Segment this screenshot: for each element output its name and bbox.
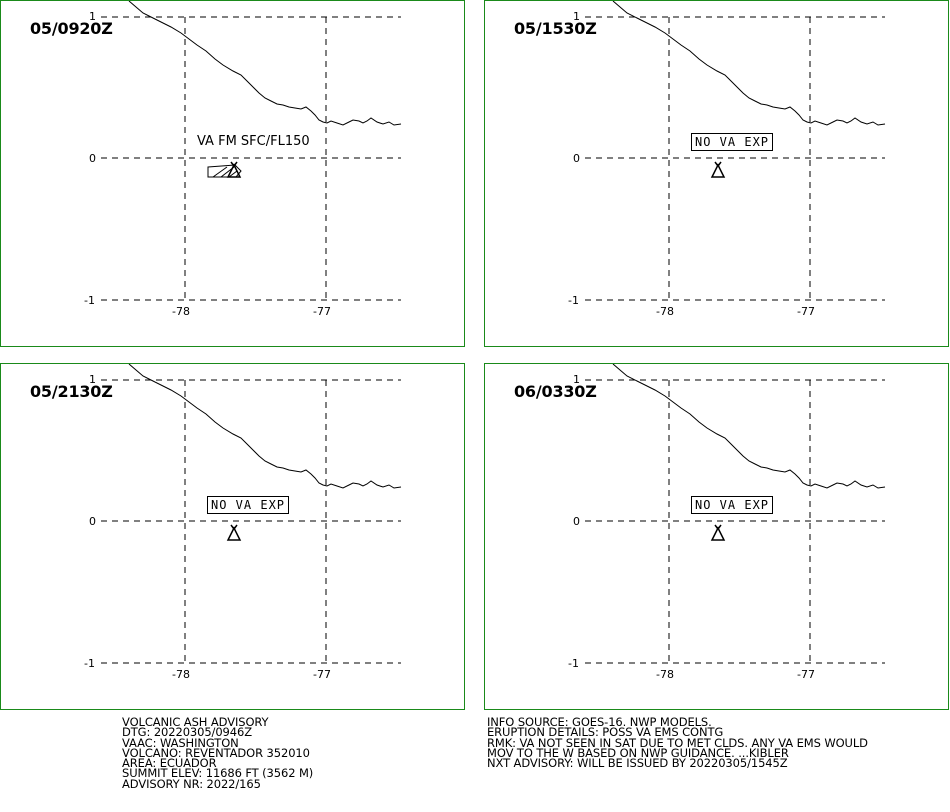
coastline [128,364,402,489]
advisory-line: NXT ADVISORY: WILL BE ISSUED BY 20220305… [487,756,788,771]
advisory-line: ERUPTION DETAILS: POSS VA EMS CONTG [487,725,724,740]
valid-time: 05/2130Z [30,382,113,401]
advisory-line: ADVISORY NR: 2022/165 [122,776,261,791]
forecast-panel-1530: 05/1530Z 1 0 -1 -78 -77 NO VA EXP [484,0,949,347]
volcano-triangle-icon [710,524,726,541]
lon-tick-label: -77 [797,668,815,681]
lat-tick-label: -1 [84,657,95,670]
valid-time: 06/0330Z [514,382,597,401]
advisory-line: RMK: VA NOT SEEN IN SAT DUE TO MET CLDS.… [487,735,868,750]
advisory-line: INFO SOURCE: GOES-16. NWP MODELS. [487,715,712,729]
lon-tick-label: -78 [172,305,190,318]
valid-time: 05/0920Z [30,19,113,38]
ash-cloud-polygon [207,164,242,178]
lat-tick-label: 0 [89,515,96,528]
ash-cloud-hatch [212,166,238,178]
forecast-panel-0920: 05/0920Z 1 0 -1 -78 -77 VA FM SFC/FL150 [0,0,465,347]
coastline [128,1,402,126]
coastline [612,1,886,126]
lat-tick-label: 1 [89,373,96,386]
volcano-triangle-icon [226,161,242,178]
graticule [101,379,401,664]
lon-tick-label: -78 [172,668,190,681]
lat-tick-label: 0 [89,152,96,165]
map-canvas [585,364,886,664]
lat-tick-label: 1 [89,10,96,23]
advisory-remarks-block: INFO SOURCE: GOES-16. NWP MODELS. ERUPTI… [487,715,868,771]
lat-tick-label: 0 [573,152,580,165]
advisory-header-block: VOLCANIC ASH ADVISORY DTG: 20220305/0946… [122,715,314,791]
lon-tick-label: -77 [797,305,815,318]
lon-tick-label: -78 [656,668,674,681]
lat-tick-label: -1 [84,294,95,307]
graticule [101,16,401,301]
graticule [585,379,885,664]
no-va-expected-box: NO VA EXP [691,133,774,151]
lon-tick-label: -78 [656,305,674,318]
va-altitude-label: VA FM SFC/FL150 [197,134,310,149]
lon-tick-label: -77 [313,305,331,318]
advisory-line: AREA: ECUADOR [122,756,217,771]
volcano-triangle-icon [226,524,242,541]
no-va-expected-box: NO VA EXP [691,496,774,514]
advisory-line: MOV TO THE W BASED ON NWP GUIDANCE. ...K… [487,745,789,760]
map-canvas [101,364,402,664]
advisory-line: VOLCANIC ASH ADVISORY [122,715,269,729]
lon-tick-label: -77 [313,668,331,681]
advisory-line: VOLCANO: REVENTADOR 352010 [122,745,310,760]
graticule [585,16,885,301]
lat-tick-label: -1 [568,294,579,307]
lat-tick-label: 1 [573,10,580,23]
valid-time: 05/1530Z [514,19,597,38]
lat-tick-label: 1 [573,373,580,386]
coastline [612,364,886,489]
no-va-expected-box: NO VA EXP [207,496,290,514]
advisory-line: VAAC: WASHINGTON [122,735,239,750]
lat-tick-label: 0 [573,515,580,528]
lat-tick-label: -1 [568,657,579,670]
forecast-panel-2130: 05/2130Z 1 0 -1 -78 -77 NO VA EXP [0,363,465,710]
volcano-triangle-icon [710,161,726,178]
map-canvas [585,1,886,301]
advisory-line: SUMMIT ELEV: 11686 FT (3562 M) [122,766,314,781]
advisory-line: DTG: 20220305/0946Z [122,725,252,740]
map-canvas [101,1,402,301]
forecast-panel-0330: 06/0330Z 1 0 -1 -78 -77 NO VA EXP [484,363,949,710]
